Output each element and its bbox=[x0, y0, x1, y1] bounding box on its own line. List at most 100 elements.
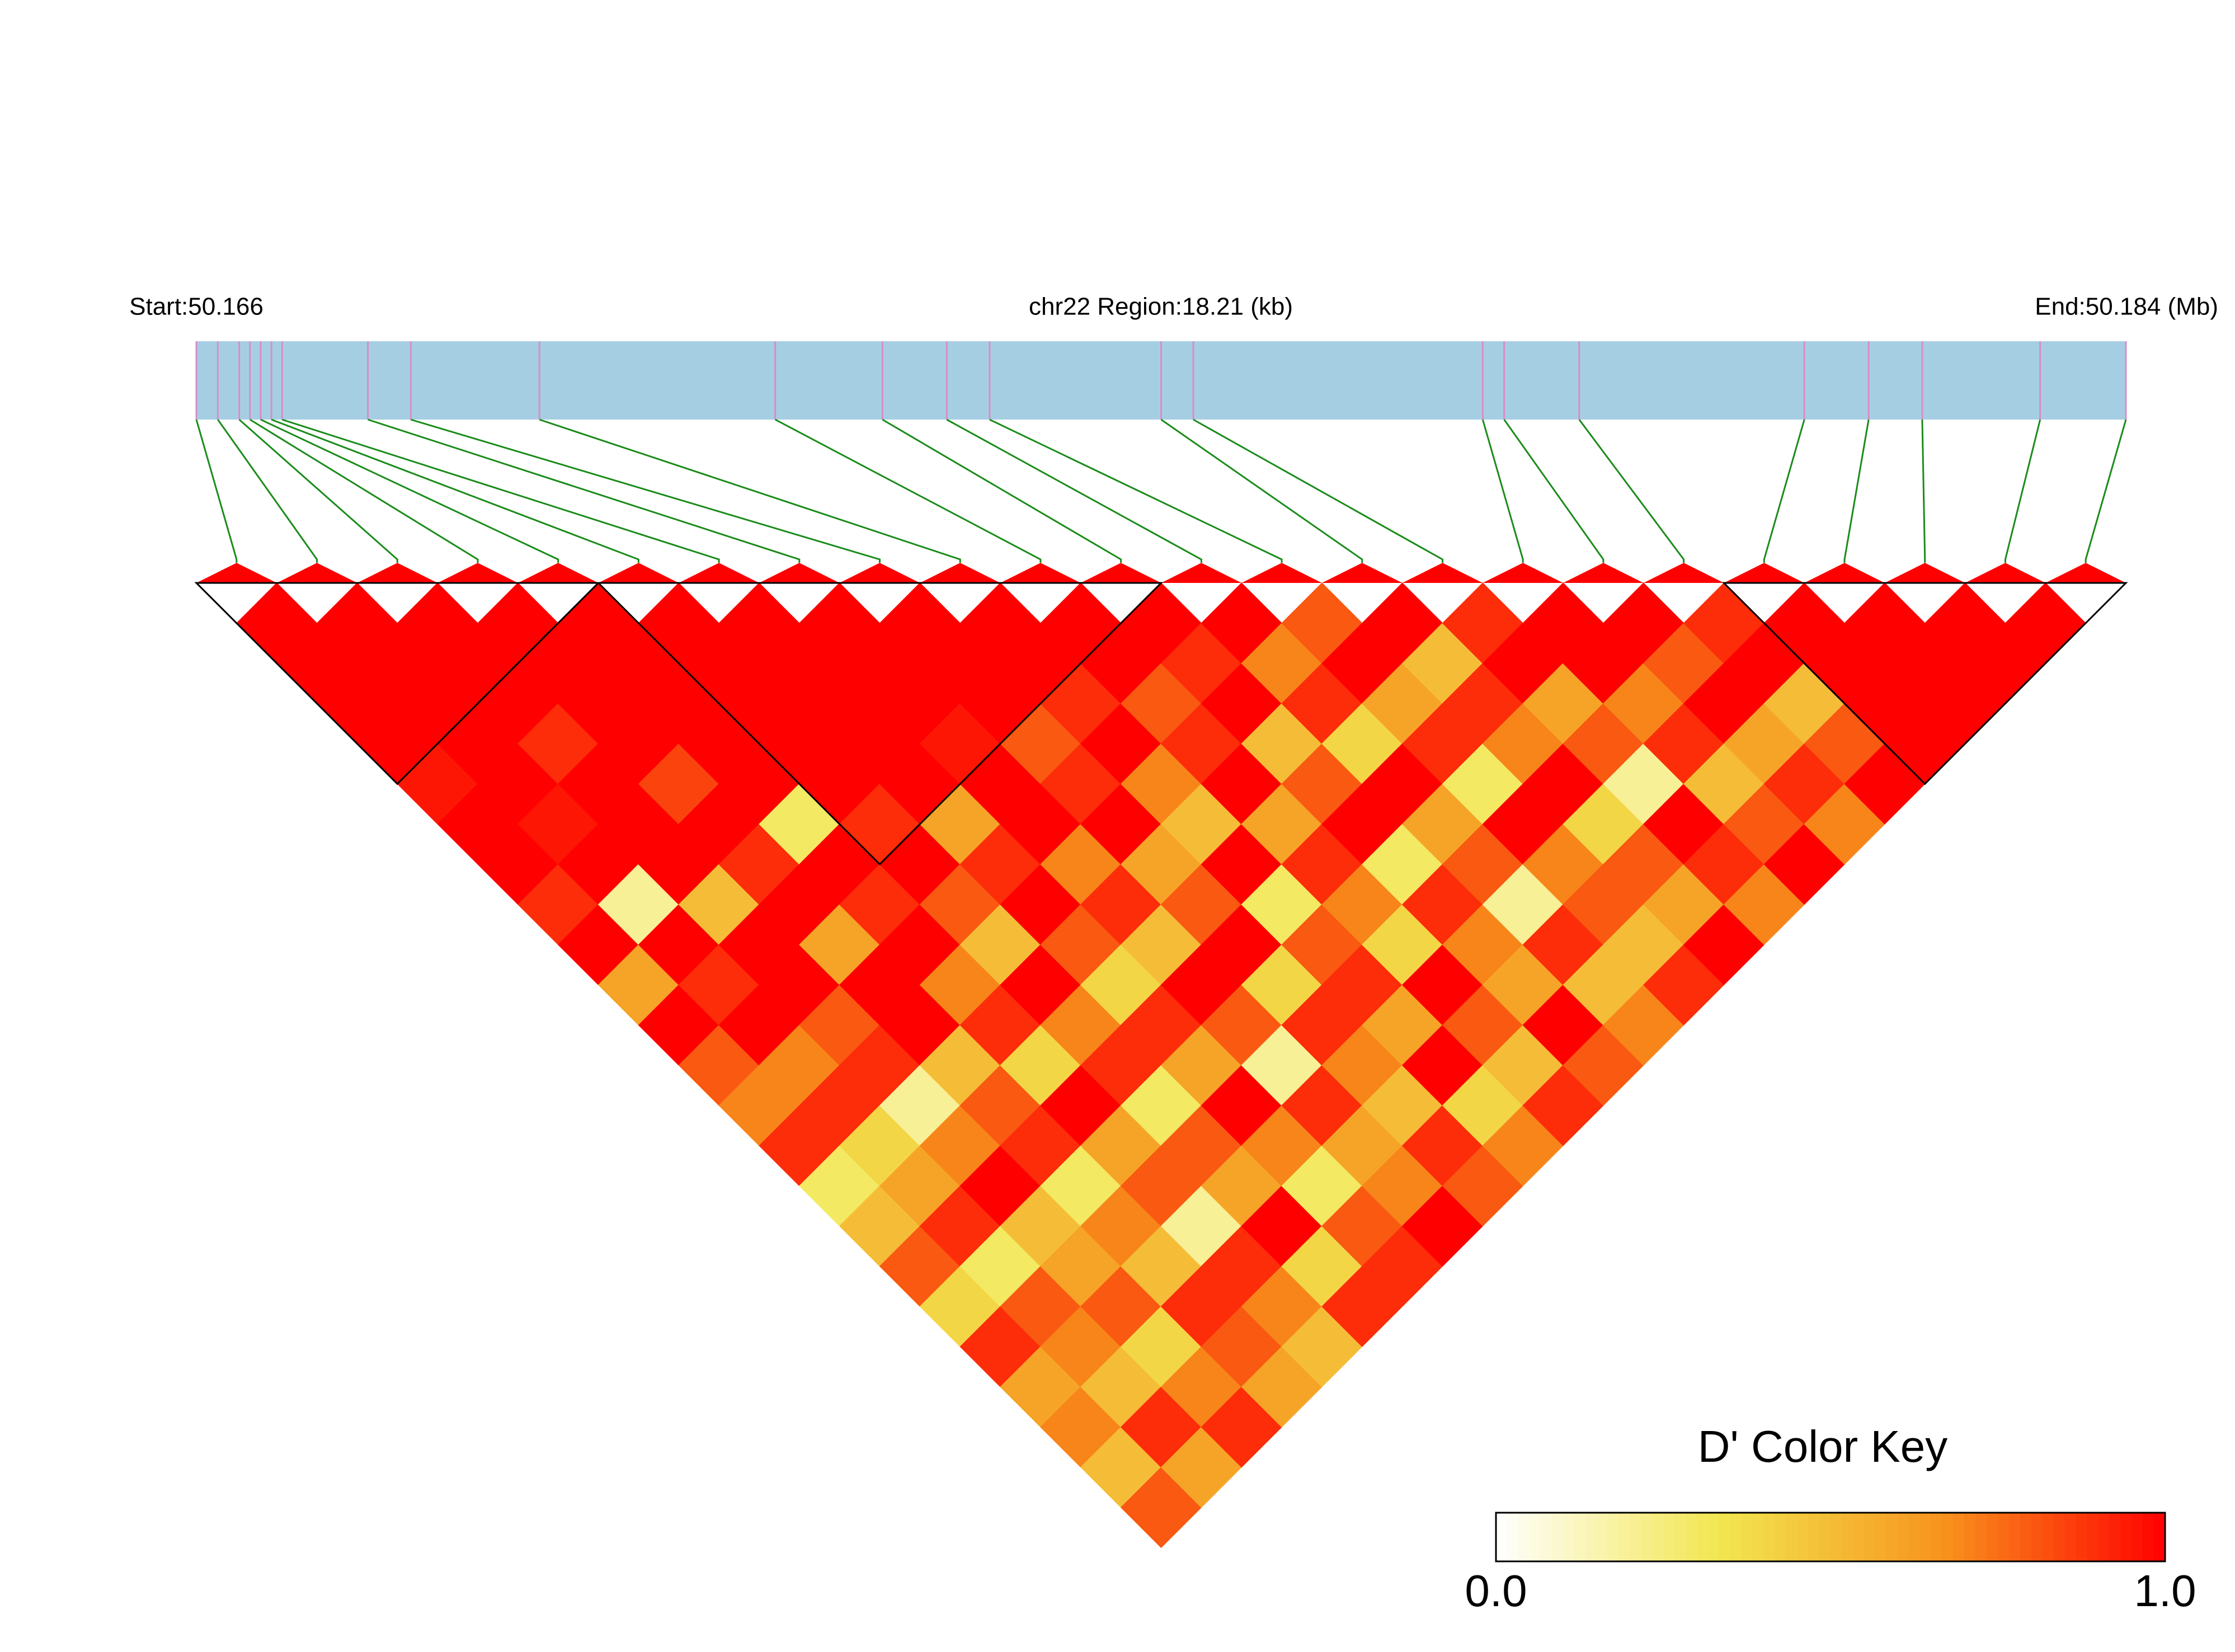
snp-link bbox=[1160, 418, 1363, 563]
key-swatch bbox=[1886, 1513, 1898, 1561]
key-swatch bbox=[1897, 1513, 1909, 1561]
key-swatch bbox=[1496, 1513, 1508, 1561]
diagonal-cap bbox=[1965, 563, 2046, 583]
key-tick-label: 1.0 bbox=[2134, 1566, 2196, 1616]
key-swatch bbox=[1741, 1513, 1753, 1561]
snp-link bbox=[1578, 419, 1685, 563]
region-label: chr22 Region:18.21 (kb) bbox=[1029, 293, 1293, 321]
diagonal-cap bbox=[839, 563, 920, 583]
diagonal-cap bbox=[1724, 563, 1805, 583]
key-swatch bbox=[1919, 1513, 1932, 1561]
diagonal-cap bbox=[1643, 563, 1724, 583]
key-swatch bbox=[2120, 1513, 2133, 1561]
key-swatch bbox=[1987, 1513, 1998, 1561]
key-frame bbox=[1495, 1512, 2166, 1562]
diagonal-cap bbox=[437, 563, 518, 583]
key-swatch bbox=[1998, 1513, 2010, 1561]
diagonal-cap bbox=[1241, 563, 1322, 583]
key-swatch bbox=[1763, 1513, 1776, 1561]
diagonal-cap bbox=[2045, 563, 2126, 583]
snp-link bbox=[1843, 419, 1870, 563]
key-swatch bbox=[1696, 1513, 1709, 1561]
diagonal-cap bbox=[920, 563, 1001, 583]
diagonal-cap bbox=[598, 563, 679, 583]
key-swatch bbox=[1752, 1513, 1765, 1561]
diagonal-cap bbox=[1402, 563, 1483, 583]
key-swatch bbox=[1663, 1513, 1675, 1561]
diagonal-cap bbox=[1804, 563, 1885, 583]
key-swatch bbox=[1518, 1513, 1530, 1561]
key-swatch bbox=[2132, 1513, 2144, 1561]
snp-link bbox=[946, 418, 1202, 563]
snp-link bbox=[2004, 419, 2041, 563]
diagonal-cap bbox=[1563, 563, 1644, 583]
snp-link bbox=[271, 418, 639, 563]
key-swatch bbox=[2053, 1513, 2065, 1561]
snp-link bbox=[281, 418, 720, 563]
snp-link bbox=[368, 418, 801, 563]
snp-link bbox=[775, 418, 1042, 563]
snp-link bbox=[1921, 419, 1926, 563]
key-swatch bbox=[1841, 1513, 1853, 1561]
diagonal-cap bbox=[517, 563, 599, 583]
snp-link bbox=[1763, 419, 1805, 563]
ld-block bbox=[596, 582, 1164, 866]
ld-block bbox=[1721, 582, 2128, 785]
key-swatch bbox=[2031, 1513, 2043, 1561]
snp-link bbox=[2085, 419, 2127, 563]
diagonal-cap bbox=[1000, 563, 1081, 583]
key-swatch bbox=[1942, 1513, 1954, 1561]
key-swatch bbox=[1852, 1513, 1865, 1561]
key-swatch bbox=[1685, 1513, 1697, 1561]
key-swatch bbox=[1908, 1513, 1921, 1561]
key-swatch bbox=[1641, 1513, 1653, 1561]
diagonal-cap bbox=[357, 563, 438, 583]
key-swatch bbox=[2154, 1513, 2166, 1561]
key-swatch bbox=[1607, 1513, 1620, 1561]
start-label: Start:50.166 bbox=[129, 293, 264, 321]
snp-link bbox=[1193, 418, 1443, 563]
snp-link bbox=[989, 418, 1283, 563]
snp-link bbox=[260, 418, 559, 563]
snp-link bbox=[410, 418, 881, 563]
key-swatch bbox=[1551, 1513, 1564, 1561]
key-swatch bbox=[1707, 1513, 1720, 1561]
key-swatch bbox=[2087, 1513, 2099, 1561]
key-swatch bbox=[1630, 1513, 1642, 1561]
diagonal-cap bbox=[276, 563, 357, 583]
end-label: End:50.184 (Mb) bbox=[2035, 293, 2218, 321]
snp-link bbox=[217, 419, 318, 563]
diagonal-cap bbox=[1321, 563, 1403, 583]
snp-link bbox=[195, 419, 238, 563]
key-swatch bbox=[2008, 1513, 2021, 1561]
key-swatch bbox=[1674, 1513, 1686, 1561]
diagonal-cap bbox=[1483, 563, 1564, 583]
ld-block bbox=[194, 582, 601, 785]
snp-link bbox=[539, 418, 961, 563]
key-swatch bbox=[2109, 1513, 2121, 1561]
key-swatch bbox=[1540, 1513, 1552, 1561]
key-swatch bbox=[2042, 1513, 2054, 1561]
key-swatch bbox=[2064, 1513, 2077, 1561]
key-swatch bbox=[1574, 1513, 1586, 1561]
key-swatch bbox=[1563, 1513, 1575, 1561]
key-swatch bbox=[2020, 1513, 2032, 1561]
diagonal-cap bbox=[1884, 563, 1965, 583]
diagonal-cap bbox=[196, 563, 277, 583]
key-swatch bbox=[1786, 1513, 1798, 1561]
diagonal-cap bbox=[759, 563, 840, 583]
key-swatch bbox=[1596, 1513, 1608, 1561]
key-swatch bbox=[1964, 1513, 1977, 1561]
key-swatch bbox=[2143, 1513, 2155, 1561]
diagonal-cap bbox=[1161, 563, 1242, 583]
key-tick-label: 0.0 bbox=[1465, 1566, 1527, 1616]
snp-link bbox=[238, 418, 398, 563]
key-swatch bbox=[1975, 1513, 1988, 1561]
key-title: D' Color Key bbox=[1698, 1422, 1948, 1471]
key-swatch bbox=[2076, 1513, 2088, 1561]
key-swatch bbox=[1831, 1513, 1842, 1561]
key-swatch bbox=[1652, 1513, 1664, 1561]
snp-link bbox=[882, 418, 1122, 563]
snp-link bbox=[1503, 419, 1605, 563]
